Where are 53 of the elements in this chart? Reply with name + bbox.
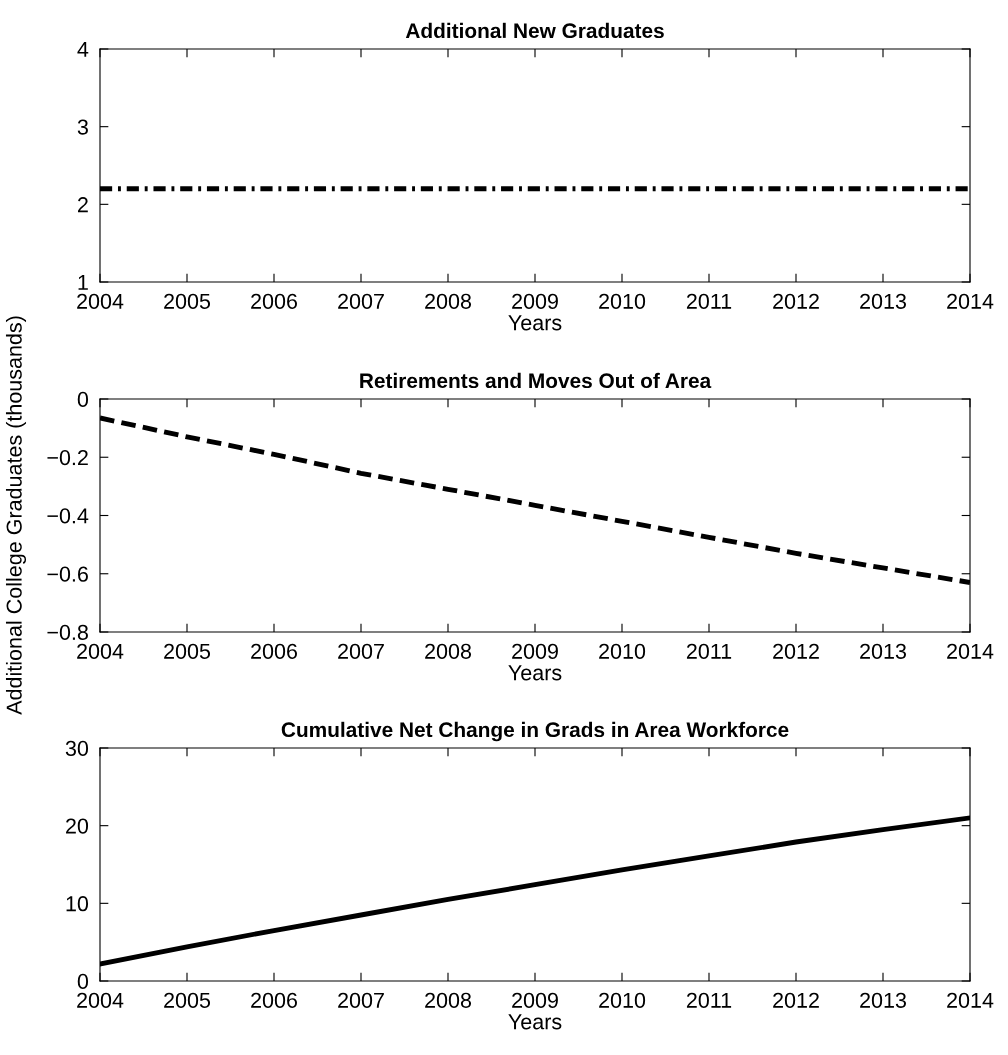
x-tick-label: 2005 bbox=[164, 643, 211, 659]
x-tick-label: 2007 bbox=[338, 992, 384, 1008]
x-tick-label: 2008 bbox=[425, 643, 472, 659]
x-axis-title: Years bbox=[508, 665, 562, 681]
x-tick-label: 2013 bbox=[860, 293, 906, 309]
x-tick-label: 2014 bbox=[947, 643, 994, 659]
x-tick-label: 2007 bbox=[338, 293, 384, 309]
y-tick-label: 20 bbox=[66, 818, 89, 834]
x-tick-label: 2007 bbox=[338, 643, 384, 659]
x-tick-label: 2006 bbox=[251, 293, 297, 309]
x-tick-label: 2010 bbox=[599, 643, 646, 659]
y-tick-label: 30 bbox=[65, 740, 89, 757]
y-tick-label: −0.8 bbox=[47, 624, 88, 641]
x-tick-label: 2011 bbox=[686, 293, 732, 309]
chart-title: Retirements and Moves Out of Area bbox=[360, 372, 712, 389]
chart-title: Additional New Graduates bbox=[405, 22, 664, 39]
y-tick-label: 3 bbox=[77, 119, 88, 135]
y-tick-label: 2 bbox=[78, 197, 88, 213]
y-tick-label: −0.6 bbox=[47, 566, 88, 582]
x-tick-label: 2009 bbox=[512, 992, 558, 1008]
x-axis-title: Years bbox=[508, 1014, 562, 1030]
x-tick-label: 2005 bbox=[164, 992, 211, 1008]
x-tick-label: 2004 bbox=[77, 293, 124, 309]
y-tick-label: 0 bbox=[77, 391, 89, 408]
x-tick-label: 2010 bbox=[599, 293, 646, 309]
y-axis-title: Additional College Graduates (thousands) bbox=[5, 316, 27, 715]
x-tick-label: 2012 bbox=[773, 992, 819, 1008]
x-tick-label: 2009 bbox=[512, 643, 558, 659]
x-tick-label: 2005 bbox=[164, 293, 211, 309]
x-axis-title: Years bbox=[508, 315, 562, 331]
x-tick-label: 2010 bbox=[599, 992, 646, 1008]
y-tick-label: 1 bbox=[78, 274, 88, 290]
y-tick-label: 0 bbox=[77, 973, 89, 990]
y-tick-label: 10 bbox=[66, 896, 89, 912]
x-tick-label: 2006 bbox=[251, 992, 297, 1008]
x-tick-label: 2013 bbox=[860, 643, 906, 659]
x-tick-label: 2009 bbox=[512, 293, 558, 309]
y-tick-label: 4 bbox=[77, 41, 89, 57]
x-tick-label: 2008 bbox=[425, 293, 472, 309]
x-tick-label: 2006 bbox=[251, 643, 297, 659]
y-tick-label: −0.4 bbox=[47, 508, 89, 524]
x-tick-label: 2004 bbox=[77, 992, 124, 1008]
x-tick-label: 2014 bbox=[947, 992, 994, 1008]
y-tick-label: −0.2 bbox=[47, 450, 88, 466]
x-tick-label: 2011 bbox=[686, 992, 732, 1008]
x-tick-label: 2012 bbox=[773, 643, 819, 659]
x-tick-label: 2014 bbox=[947, 293, 994, 309]
chart-title: Cumulative Net Change in Grads in Area Workforce bbox=[281, 721, 789, 742]
x-tick-label: 2008 bbox=[425, 992, 472, 1008]
x-tick-label: 2004 bbox=[77, 643, 124, 659]
x-tick-label: 2011 bbox=[686, 643, 732, 659]
x-tick-label: 2012 bbox=[773, 293, 819, 309]
x-tick-label: 2013 bbox=[860, 992, 906, 1008]
